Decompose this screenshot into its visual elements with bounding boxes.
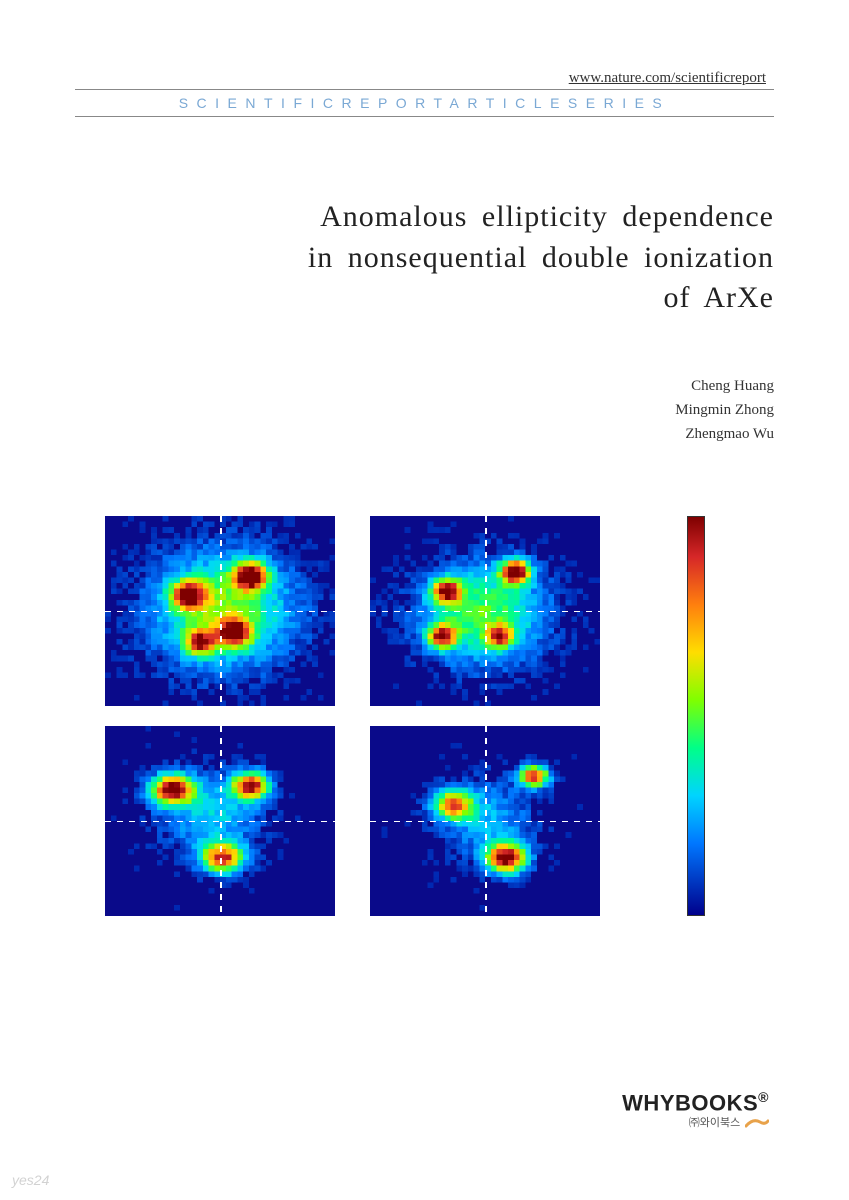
crosshair-vertical: [485, 516, 487, 706]
colorbar: [687, 516, 705, 916]
heatmap-panel-c: [105, 726, 335, 916]
publisher-subtitle: ㈜와이북스: [622, 1114, 769, 1130]
watermark: yes24: [12, 1172, 49, 1188]
series-banner: SCIENTIFICREPORTARTICLESERIES: [75, 93, 774, 113]
publisher-name: WHYBOOKS®: [622, 1089, 769, 1116]
heatmap-panel-a: [105, 516, 335, 706]
registered-mark: ®: [758, 1089, 769, 1105]
publisher-block: WHYBOOKS® ㈜와이북스: [622, 1089, 769, 1130]
header-url: www.nature.com/scientificreport: [75, 70, 774, 87]
page-container: www.nature.com/scientificreport SCIENTIF…: [0, 0, 849, 1200]
author-1: Cheng Huang: [75, 374, 774, 398]
figure-area: [105, 516, 665, 936]
title-line-3: of ArXe: [75, 278, 774, 319]
crosshair-vertical: [220, 516, 222, 706]
author-3: Zhengmao Wu: [75, 422, 774, 446]
author-2: Mingmin Zhong: [75, 398, 774, 422]
publisher-name-text: WHYBOOKS: [622, 1090, 758, 1115]
header-rule-top: [75, 89, 774, 90]
header-rule-bottom: [75, 116, 774, 117]
title-line-2: in nonsequential double ionization: [75, 238, 774, 279]
heatmap-panel-b: [370, 516, 600, 706]
article-title: Anomalous ellipticity dependence in nons…: [75, 197, 774, 319]
crosshair-vertical: [220, 726, 222, 916]
heatmap-panel-d: [370, 726, 600, 916]
crosshair-vertical: [485, 726, 487, 916]
swoosh-icon: [745, 1117, 769, 1129]
title-line-1: Anomalous ellipticity dependence: [75, 197, 774, 238]
publisher-subtitle-text: ㈜와이북스: [689, 1117, 740, 1129]
author-list: Cheng Huang Mingmin Zhong Zhengmao Wu: [75, 374, 774, 446]
heatmap-grid: [105, 516, 665, 916]
